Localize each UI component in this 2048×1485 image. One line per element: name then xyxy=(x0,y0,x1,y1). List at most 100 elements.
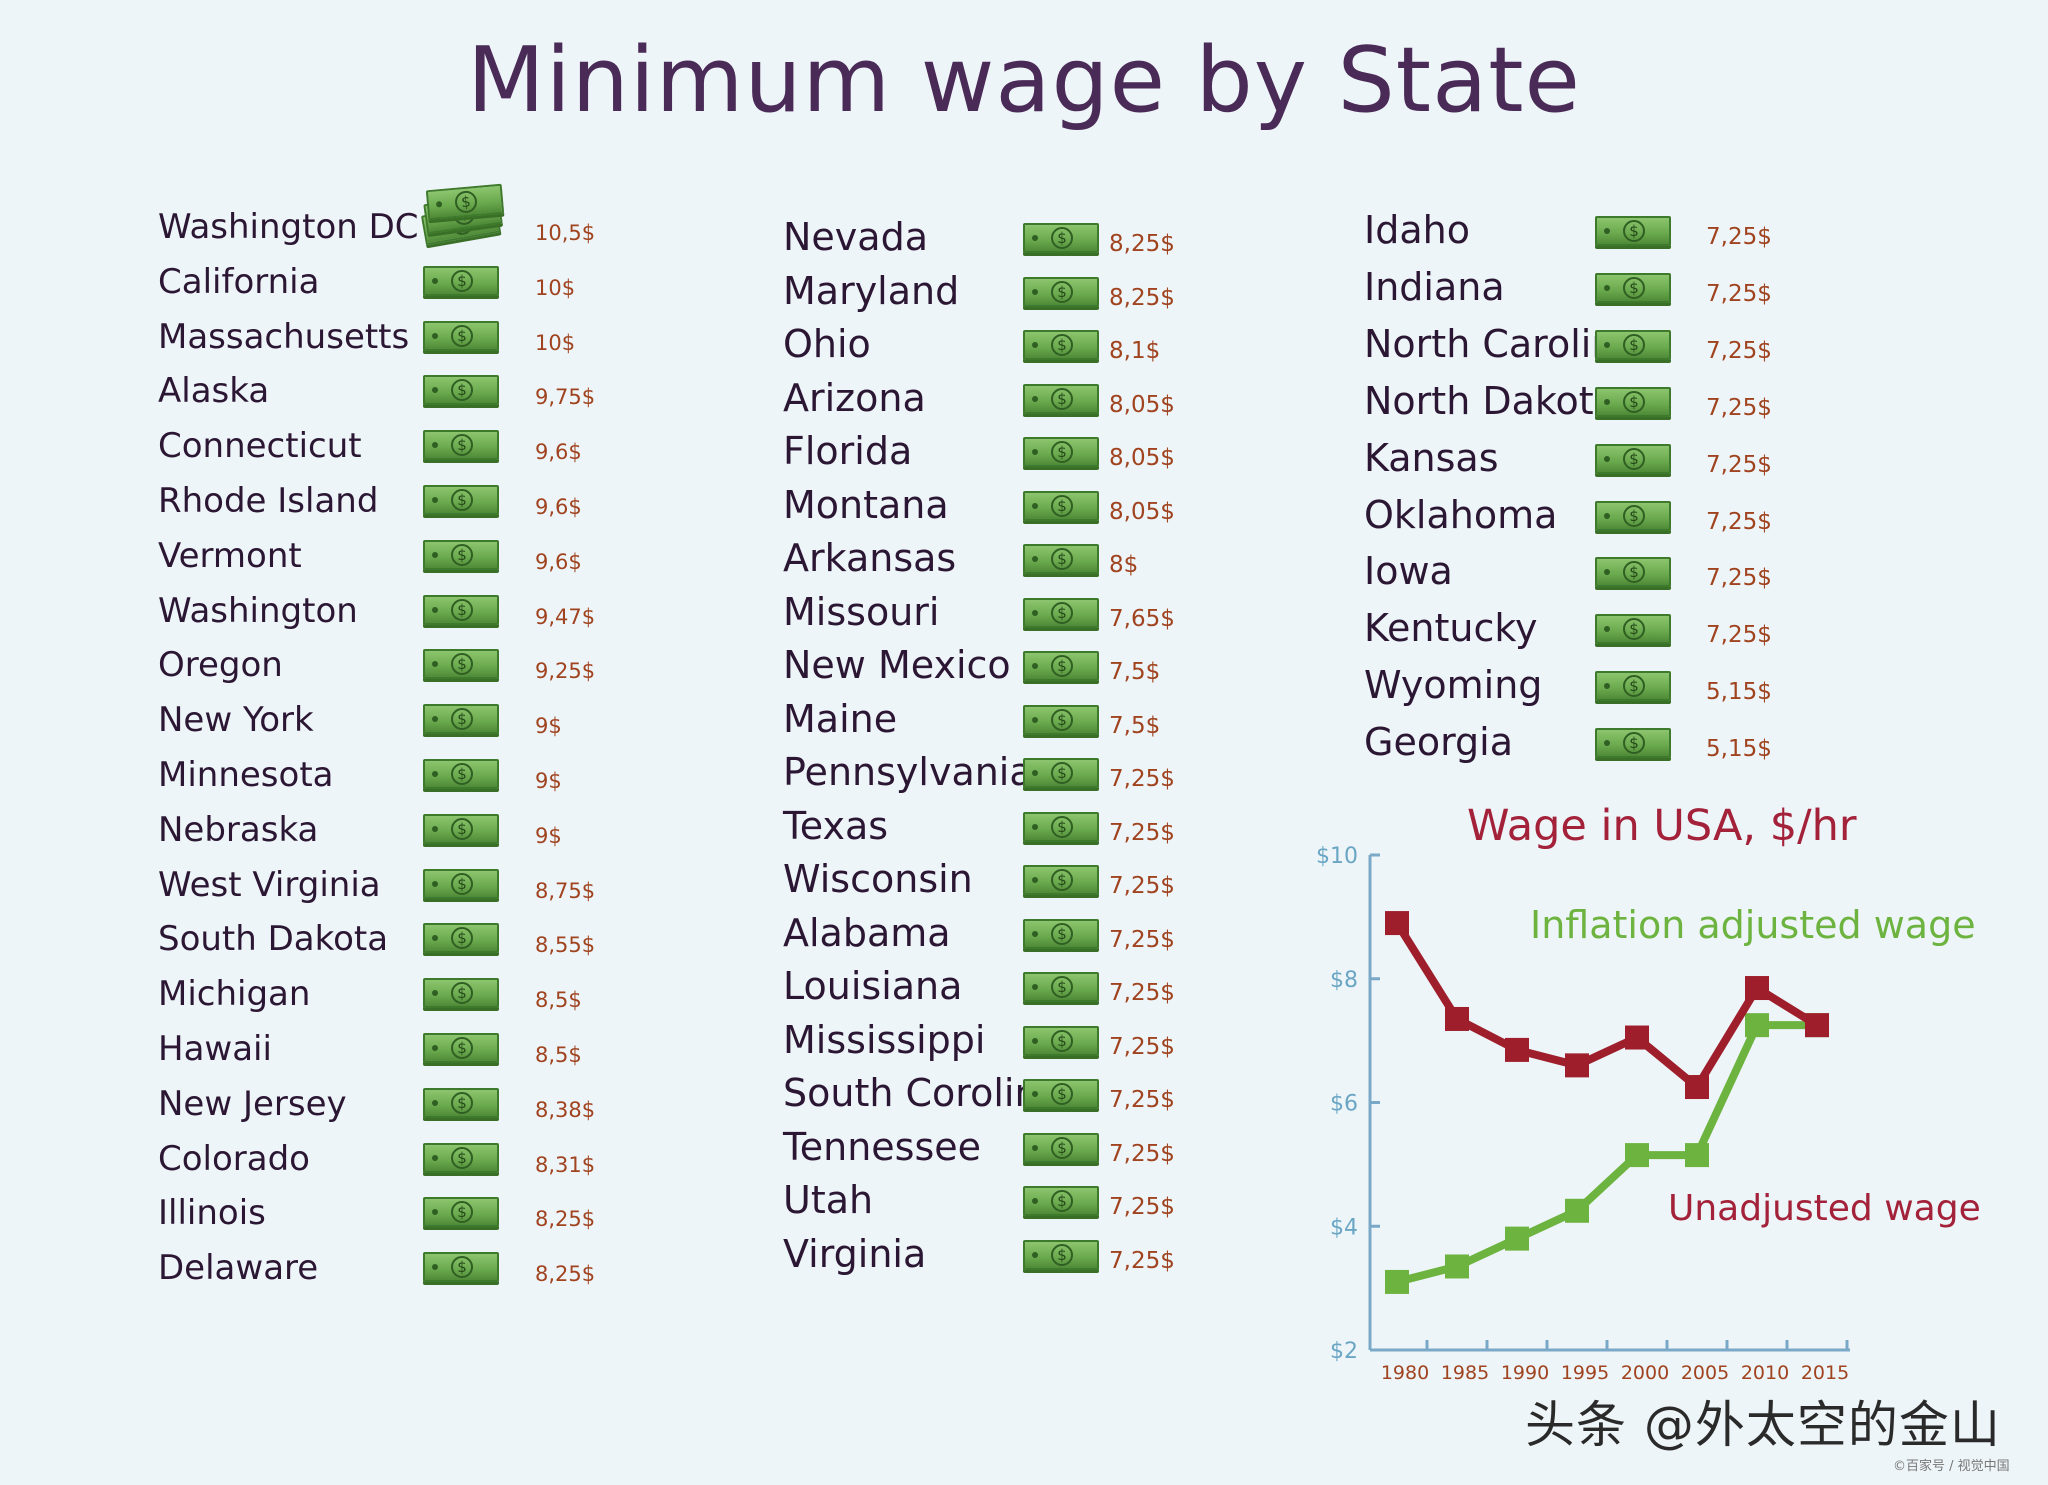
state-name: Iowa xyxy=(1364,549,1453,594)
state-name: Montana xyxy=(783,482,949,527)
dollar-bill-icon: $ xyxy=(423,539,499,570)
state-name: Nebraska xyxy=(158,809,319,850)
state-name: Delaware xyxy=(158,1248,319,1289)
dollar-bill-icon: $ xyxy=(1023,1132,1099,1163)
data-point xyxy=(1805,1013,1829,1038)
wage-value: 7,25$ xyxy=(1109,1087,1175,1113)
data-point xyxy=(1385,1269,1409,1294)
dollar-bill-icon: $ xyxy=(1023,972,1099,1002)
wage-value: 9,6$ xyxy=(535,549,582,574)
wage-value: 5,15$ xyxy=(1706,736,1772,763)
dollar-bill-icon: $ xyxy=(1023,383,1099,414)
wage-value: 7,65$ xyxy=(1109,605,1175,632)
state-name: Idaho xyxy=(1364,208,1470,252)
dollar-bill-icon: $ xyxy=(1023,1239,1099,1270)
wage-value: 10$ xyxy=(535,275,576,300)
dollar-bill-icon: $ xyxy=(423,594,499,625)
dollar-bill-icon: $ xyxy=(423,1197,499,1228)
wage-value: 8,25$ xyxy=(535,1207,596,1232)
page-title: Minimum wage by State xyxy=(467,28,1581,133)
data-point xyxy=(1505,1037,1529,1062)
wage-value: 8,25$ xyxy=(1109,231,1175,257)
state-name: Nevada xyxy=(783,215,928,259)
dollar-bill-icon: $ xyxy=(1595,272,1671,303)
state-name: New York xyxy=(158,700,314,741)
state-name: Virginia xyxy=(783,1231,927,1276)
dollar-bill-icon: $ xyxy=(423,978,499,1009)
data-point xyxy=(1745,1013,1769,1038)
wage-value: 8,05$ xyxy=(1109,498,1175,525)
dollar-bill-icon: $ xyxy=(423,759,499,789)
dollar-bill-icon: $ xyxy=(423,320,499,351)
wage-value: 7,25$ xyxy=(1109,980,1175,1006)
wage-value: 7,25$ xyxy=(1109,1140,1175,1167)
state-name: Oklahoma xyxy=(1364,492,1558,537)
state-name: Florida xyxy=(783,429,913,473)
state-name: Pennsylvania xyxy=(783,750,1033,794)
wage-value: 10,5$ xyxy=(535,221,596,245)
dollar-bill-icon: $ xyxy=(1023,276,1099,307)
series-label-unadjusted: Unadjusted wage xyxy=(1668,1188,1981,1229)
wage-value: 7,25$ xyxy=(1706,280,1772,307)
x-tick-label: 1985 xyxy=(1441,1362,1489,1384)
state-name: Tennessee xyxy=(783,1124,982,1169)
wage-value: 9,25$ xyxy=(535,659,596,684)
y-tick-label: $8 xyxy=(1330,968,1358,993)
state-name: Maine xyxy=(783,696,898,741)
state-name: Colorado xyxy=(158,1138,310,1179)
wage-value: 7,25$ xyxy=(1109,1033,1175,1060)
x-tick-label: 1980 xyxy=(1381,1362,1429,1384)
state-name: South Dakota xyxy=(158,919,389,960)
wage-value: 8,5$ xyxy=(535,1043,582,1067)
state-name: Alabama xyxy=(783,910,951,955)
dollar-bill-icon: $ xyxy=(1023,544,1099,574)
state-name: Minnesota xyxy=(158,755,334,795)
dollar-bill-icon: $ xyxy=(1595,671,1671,702)
state-name: Washington xyxy=(158,590,358,631)
wage-value: 8,31$ xyxy=(535,1152,596,1177)
wage-value: 7,25$ xyxy=(1109,1247,1175,1274)
x-tick-label: 2015 xyxy=(1801,1362,1849,1384)
wage-value: 7,25$ xyxy=(1109,819,1175,846)
state-name: Kentucky xyxy=(1364,606,1538,651)
dollar-bill-icon: $ xyxy=(1023,758,1099,788)
wage-chart: $2 $4 $6 $8 $10 1980 1985 1990 1995 2000 2005 2010 2… xyxy=(1316,801,1981,1384)
state-name: Wisconsin xyxy=(783,857,973,901)
data-point xyxy=(1565,1198,1589,1223)
data-point xyxy=(1565,1053,1589,1078)
state-name: Missouri xyxy=(783,589,940,634)
dollar-bill-icon: $ xyxy=(423,265,499,296)
wage-value: 9$ xyxy=(535,769,562,793)
dollar-bill-icon: $ xyxy=(423,923,499,954)
wage-value: 7,5$ xyxy=(1109,659,1161,685)
watermark-credit: ©百家号 / 视觉中国 xyxy=(1893,1459,2010,1474)
dollar-bill-icon: $ xyxy=(423,704,499,735)
y-tick-label: $4 xyxy=(1330,1215,1358,1240)
wage-value: 7,25$ xyxy=(1706,622,1772,649)
x-tick-label: 2010 xyxy=(1741,1362,1789,1384)
state-name: Rhode Island xyxy=(158,481,379,521)
data-point xyxy=(1385,911,1409,936)
dollar-bill-icon: $ xyxy=(423,868,499,899)
series-label-inflation-adjusted: Inflation adjusted wage xyxy=(1530,903,1976,947)
wage-value: 7,25$ xyxy=(1109,873,1175,899)
wage-value: 7,25$ xyxy=(1109,766,1175,792)
wage-value: 7,5$ xyxy=(1109,712,1161,739)
dollar-bill-icon: $ xyxy=(423,485,499,515)
dollar-bill-icon: $ xyxy=(423,813,499,844)
dollar-bill-icon: $ xyxy=(1595,216,1671,246)
wage-value: 9$ xyxy=(535,714,562,739)
wage-value: 9,6$ xyxy=(535,495,582,519)
dollar-bill-icon: $ xyxy=(1595,557,1671,588)
state-name: California xyxy=(158,261,320,302)
wage-value: 8,5$ xyxy=(535,988,582,1013)
dollar-bill-icon: $ xyxy=(1023,330,1099,360)
dollar-bill-icon: $ xyxy=(1595,728,1671,759)
data-point xyxy=(1685,1075,1709,1100)
dollar-bill-icon: $ xyxy=(1023,811,1099,842)
state-name: Arkansas xyxy=(783,536,957,580)
state-name: Massachusetts xyxy=(158,316,410,357)
data-point xyxy=(1505,1226,1529,1251)
state-name: Maryland xyxy=(783,268,960,313)
state-name: Wyoming xyxy=(1364,663,1543,708)
